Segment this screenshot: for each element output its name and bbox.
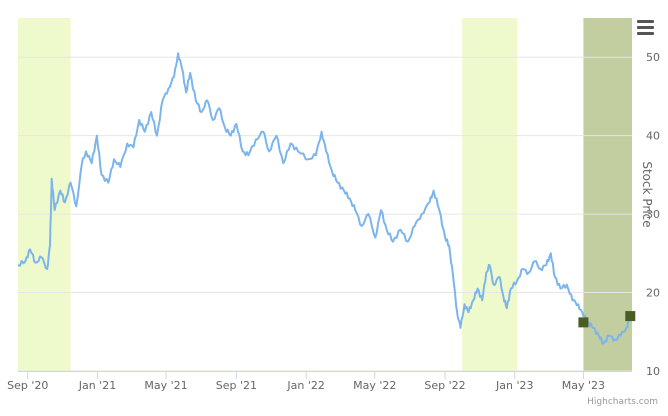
- x-axis: Sep '20 Jan '21 May '21 Sep '21 Jan '22 May '…: [7, 371, 632, 392]
- grid-lines: [18, 56, 632, 372]
- event-marker-1[interactable]: [578, 317, 589, 328]
- y-axis: 10 20 30 40 50: [646, 51, 660, 378]
- price-line-1[interactable]: [17, 52, 632, 345]
- y-tick-label: 20: [646, 287, 660, 300]
- x-tick-label: Sep '21: [216, 379, 257, 392]
- y-axis-title: Stock Price: [640, 161, 654, 227]
- plot-band-3: [583, 18, 632, 371]
- x-tick-label: Jan '23: [495, 379, 533, 392]
- y-tick-label: 50: [646, 51, 660, 64]
- plot-bands: [18, 18, 632, 371]
- hamburger-menu-icon[interactable]: [636, 20, 656, 40]
- x-tick-label: Jan '21: [78, 379, 116, 392]
- event-marker-2[interactable]: [625, 311, 636, 322]
- x-tick-label: May '21: [144, 379, 187, 392]
- x-tick-label: Jan '22: [286, 379, 324, 392]
- x-tick-label: May '23: [562, 379, 605, 392]
- x-tick-label: May '22: [353, 379, 396, 392]
- event-markers[interactable]: [578, 311, 636, 328]
- x-tick-label: Sep '20: [7, 379, 48, 392]
- y-tick-label: 10: [646, 365, 660, 378]
- price-series[interactable]: [17, 52, 632, 345]
- plot-band-2: [462, 18, 518, 371]
- y-tick-label: 30: [646, 208, 660, 221]
- x-tick-label: Sep '22: [424, 379, 465, 392]
- y-tick-label: 40: [646, 130, 660, 143]
- credits-link[interactable]: Highcharts.com: [587, 397, 658, 407]
